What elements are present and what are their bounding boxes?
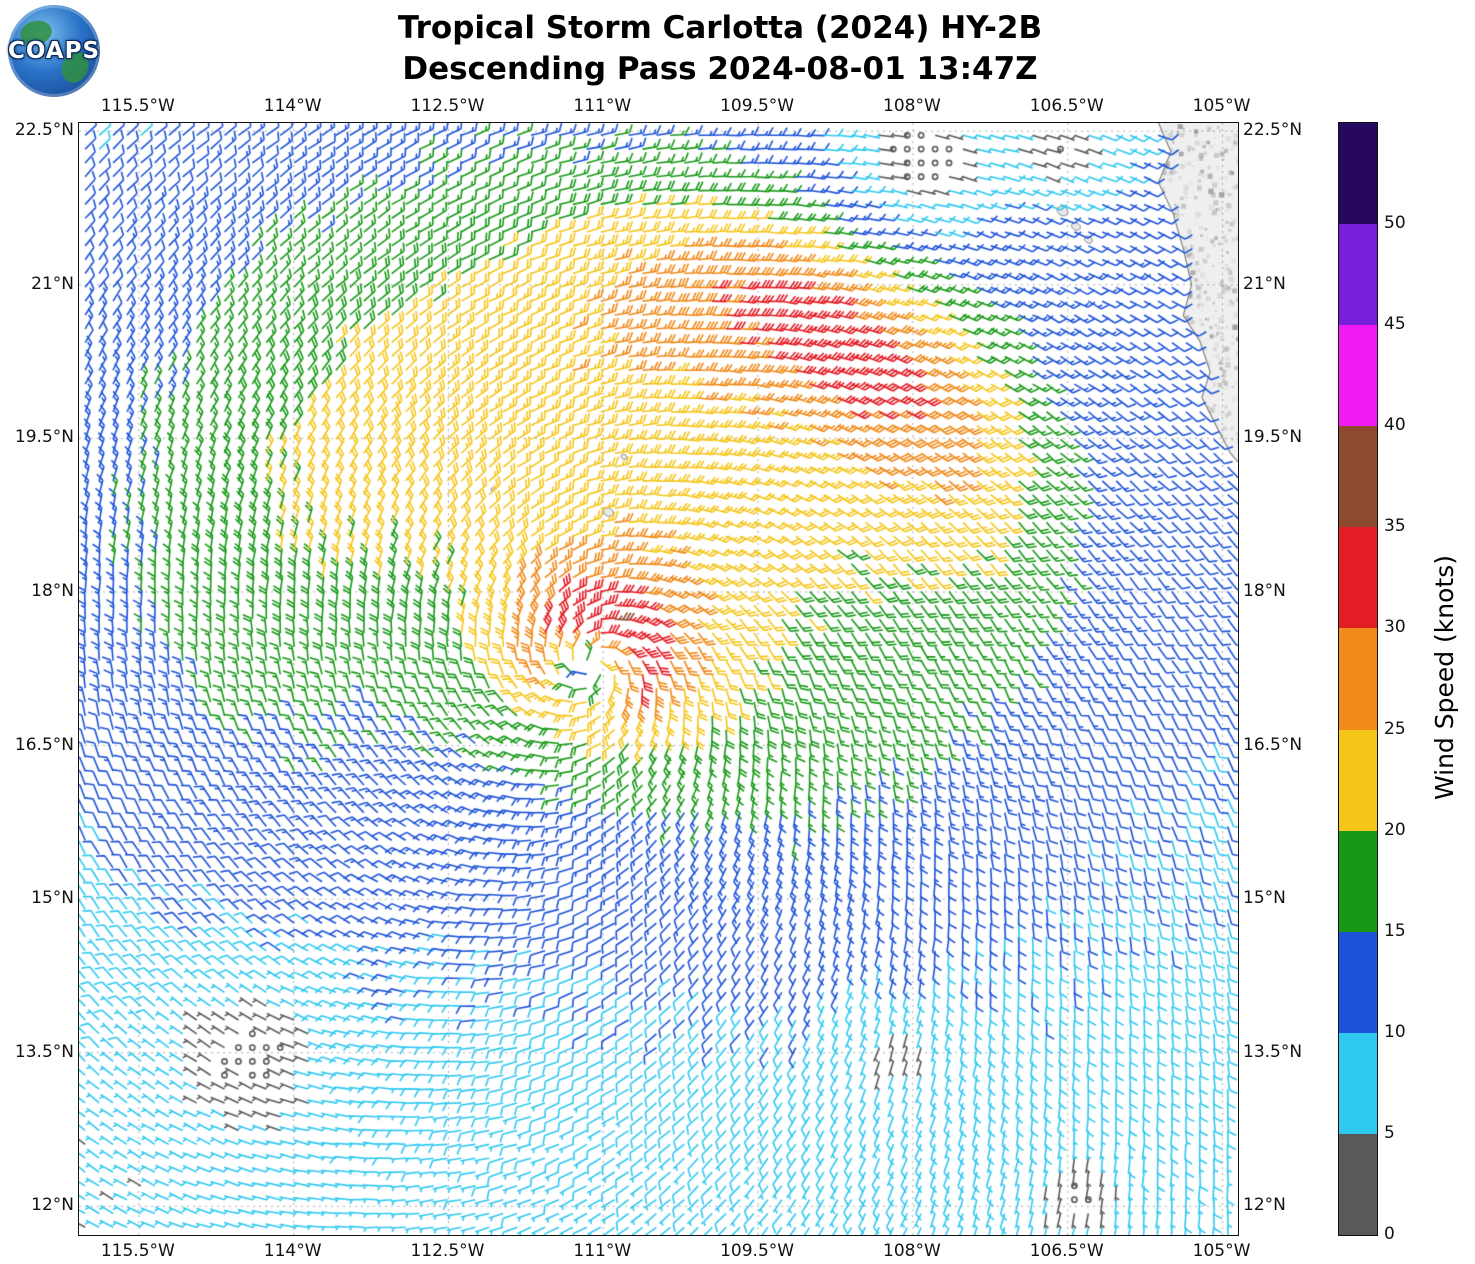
- chart-subtitle: Descending Pass 2024-08-01 13:47Z: [402, 51, 1038, 87]
- wind-barb-map-canvas: [79, 123, 1238, 1235]
- colorbar-segment: [1339, 123, 1377, 225]
- x-tick-label-bottom: 109.5°W: [720, 1241, 795, 1261]
- x-tick-label-top: 112.5°W: [410, 96, 485, 116]
- colorbar-tick-label: 5: [1384, 1122, 1395, 1143]
- map-plot-area: [78, 122, 1239, 1236]
- colorbar-segment: [1339, 325, 1377, 427]
- colorbar-tick-label: 50: [1384, 213, 1406, 234]
- x-tick-label-bottom: 106.5°W: [1029, 1241, 1104, 1261]
- x-tick-label-bottom: 114°W: [263, 1241, 322, 1261]
- colorbar-segment: [1339, 729, 1377, 831]
- colorbar-tick-label: 10: [1384, 1021, 1406, 1042]
- colorbar-tick-label: 0: [1384, 1224, 1395, 1244]
- coaps-logo-text: COAPS: [7, 38, 101, 64]
- y-tick-label-left: 16.5°N: [14, 734, 74, 755]
- chart-title-block: Tropical Storm Carlotta (2024) HY-2B Des…: [78, 8, 1362, 90]
- x-tick-label-bottom: 111°W: [573, 1241, 632, 1261]
- colorbar-tick-label: 40: [1384, 415, 1406, 436]
- y-tick-label-right: 22.5°N: [1243, 120, 1303, 141]
- y-tick-label-right: 13.5°N: [1243, 1041, 1303, 1062]
- y-tick-label-right: 16.5°N: [1243, 734, 1303, 755]
- x-tick-label-top: 105°W: [1192, 96, 1251, 116]
- colorbar-segment: [1339, 931, 1377, 1033]
- x-tick-label-bottom: 115.5°W: [100, 1241, 175, 1261]
- y-tick-label-left: 21°N: [31, 273, 74, 294]
- x-tick-label-top: 108°W: [883, 96, 941, 116]
- y-tick-label-right: 18°N: [1243, 580, 1286, 601]
- colorbar-segment: [1339, 830, 1377, 932]
- colorbar-tick-label: 25: [1384, 718, 1406, 739]
- colorbar-axis-label: Wind Speed (knots): [1429, 555, 1459, 801]
- colorbar-tick-label: 35: [1384, 516, 1406, 537]
- x-tick-label-bottom: 112.5°W: [410, 1241, 485, 1261]
- x-tick-label-top: 109.5°W: [720, 96, 795, 116]
- x-tick-label-bottom: 108°W: [883, 1241, 941, 1261]
- colorbar-segment: [1339, 527, 1377, 629]
- x-tick-label-bottom: 105°W: [1192, 1241, 1251, 1261]
- coaps-logo: COAPS: [8, 5, 100, 97]
- colorbar-segment: [1339, 426, 1377, 528]
- x-tick-label-top: 106.5°W: [1029, 96, 1104, 116]
- colorbar-label-wrap: Wind Speed (knots): [1424, 122, 1464, 1234]
- y-tick-label-right: 21°N: [1243, 273, 1286, 294]
- y-tick-label-left: 12°N: [31, 1195, 74, 1216]
- y-tick-label-left: 15°N: [31, 888, 74, 909]
- y-tick-label-left: 18°N: [31, 580, 74, 601]
- y-tick-label-right: 19.5°N: [1243, 427, 1303, 448]
- colorbar-segment: [1339, 1133, 1377, 1236]
- y-tick-label-left: 22.5°N: [14, 120, 74, 141]
- x-tick-label-top: 115.5°W: [100, 96, 175, 116]
- colorbar-segment: [1339, 628, 1377, 730]
- colorbar-segment: [1339, 1032, 1377, 1134]
- colorbar-tick-label: 30: [1384, 617, 1406, 638]
- colorbar-tick-label: 20: [1384, 819, 1406, 840]
- chart-title: Tropical Storm Carlotta (2024) HY-2B: [397, 10, 1043, 46]
- y-tick-label-left: 13.5°N: [14, 1041, 74, 1062]
- colorbar-tick-label: 45: [1384, 314, 1406, 335]
- y-tick-label-right: 15°N: [1243, 888, 1286, 909]
- x-tick-label-top: 111°W: [573, 96, 632, 116]
- colorbar-tick-label: 15: [1384, 920, 1406, 941]
- y-tick-label-left: 19.5°N: [14, 427, 74, 448]
- x-tick-label-top: 114°W: [263, 96, 322, 116]
- colorbar-segment: [1339, 224, 1377, 326]
- wind-speed-colorbar: [1338, 122, 1378, 1236]
- y-tick-label-right: 12°N: [1243, 1195, 1286, 1216]
